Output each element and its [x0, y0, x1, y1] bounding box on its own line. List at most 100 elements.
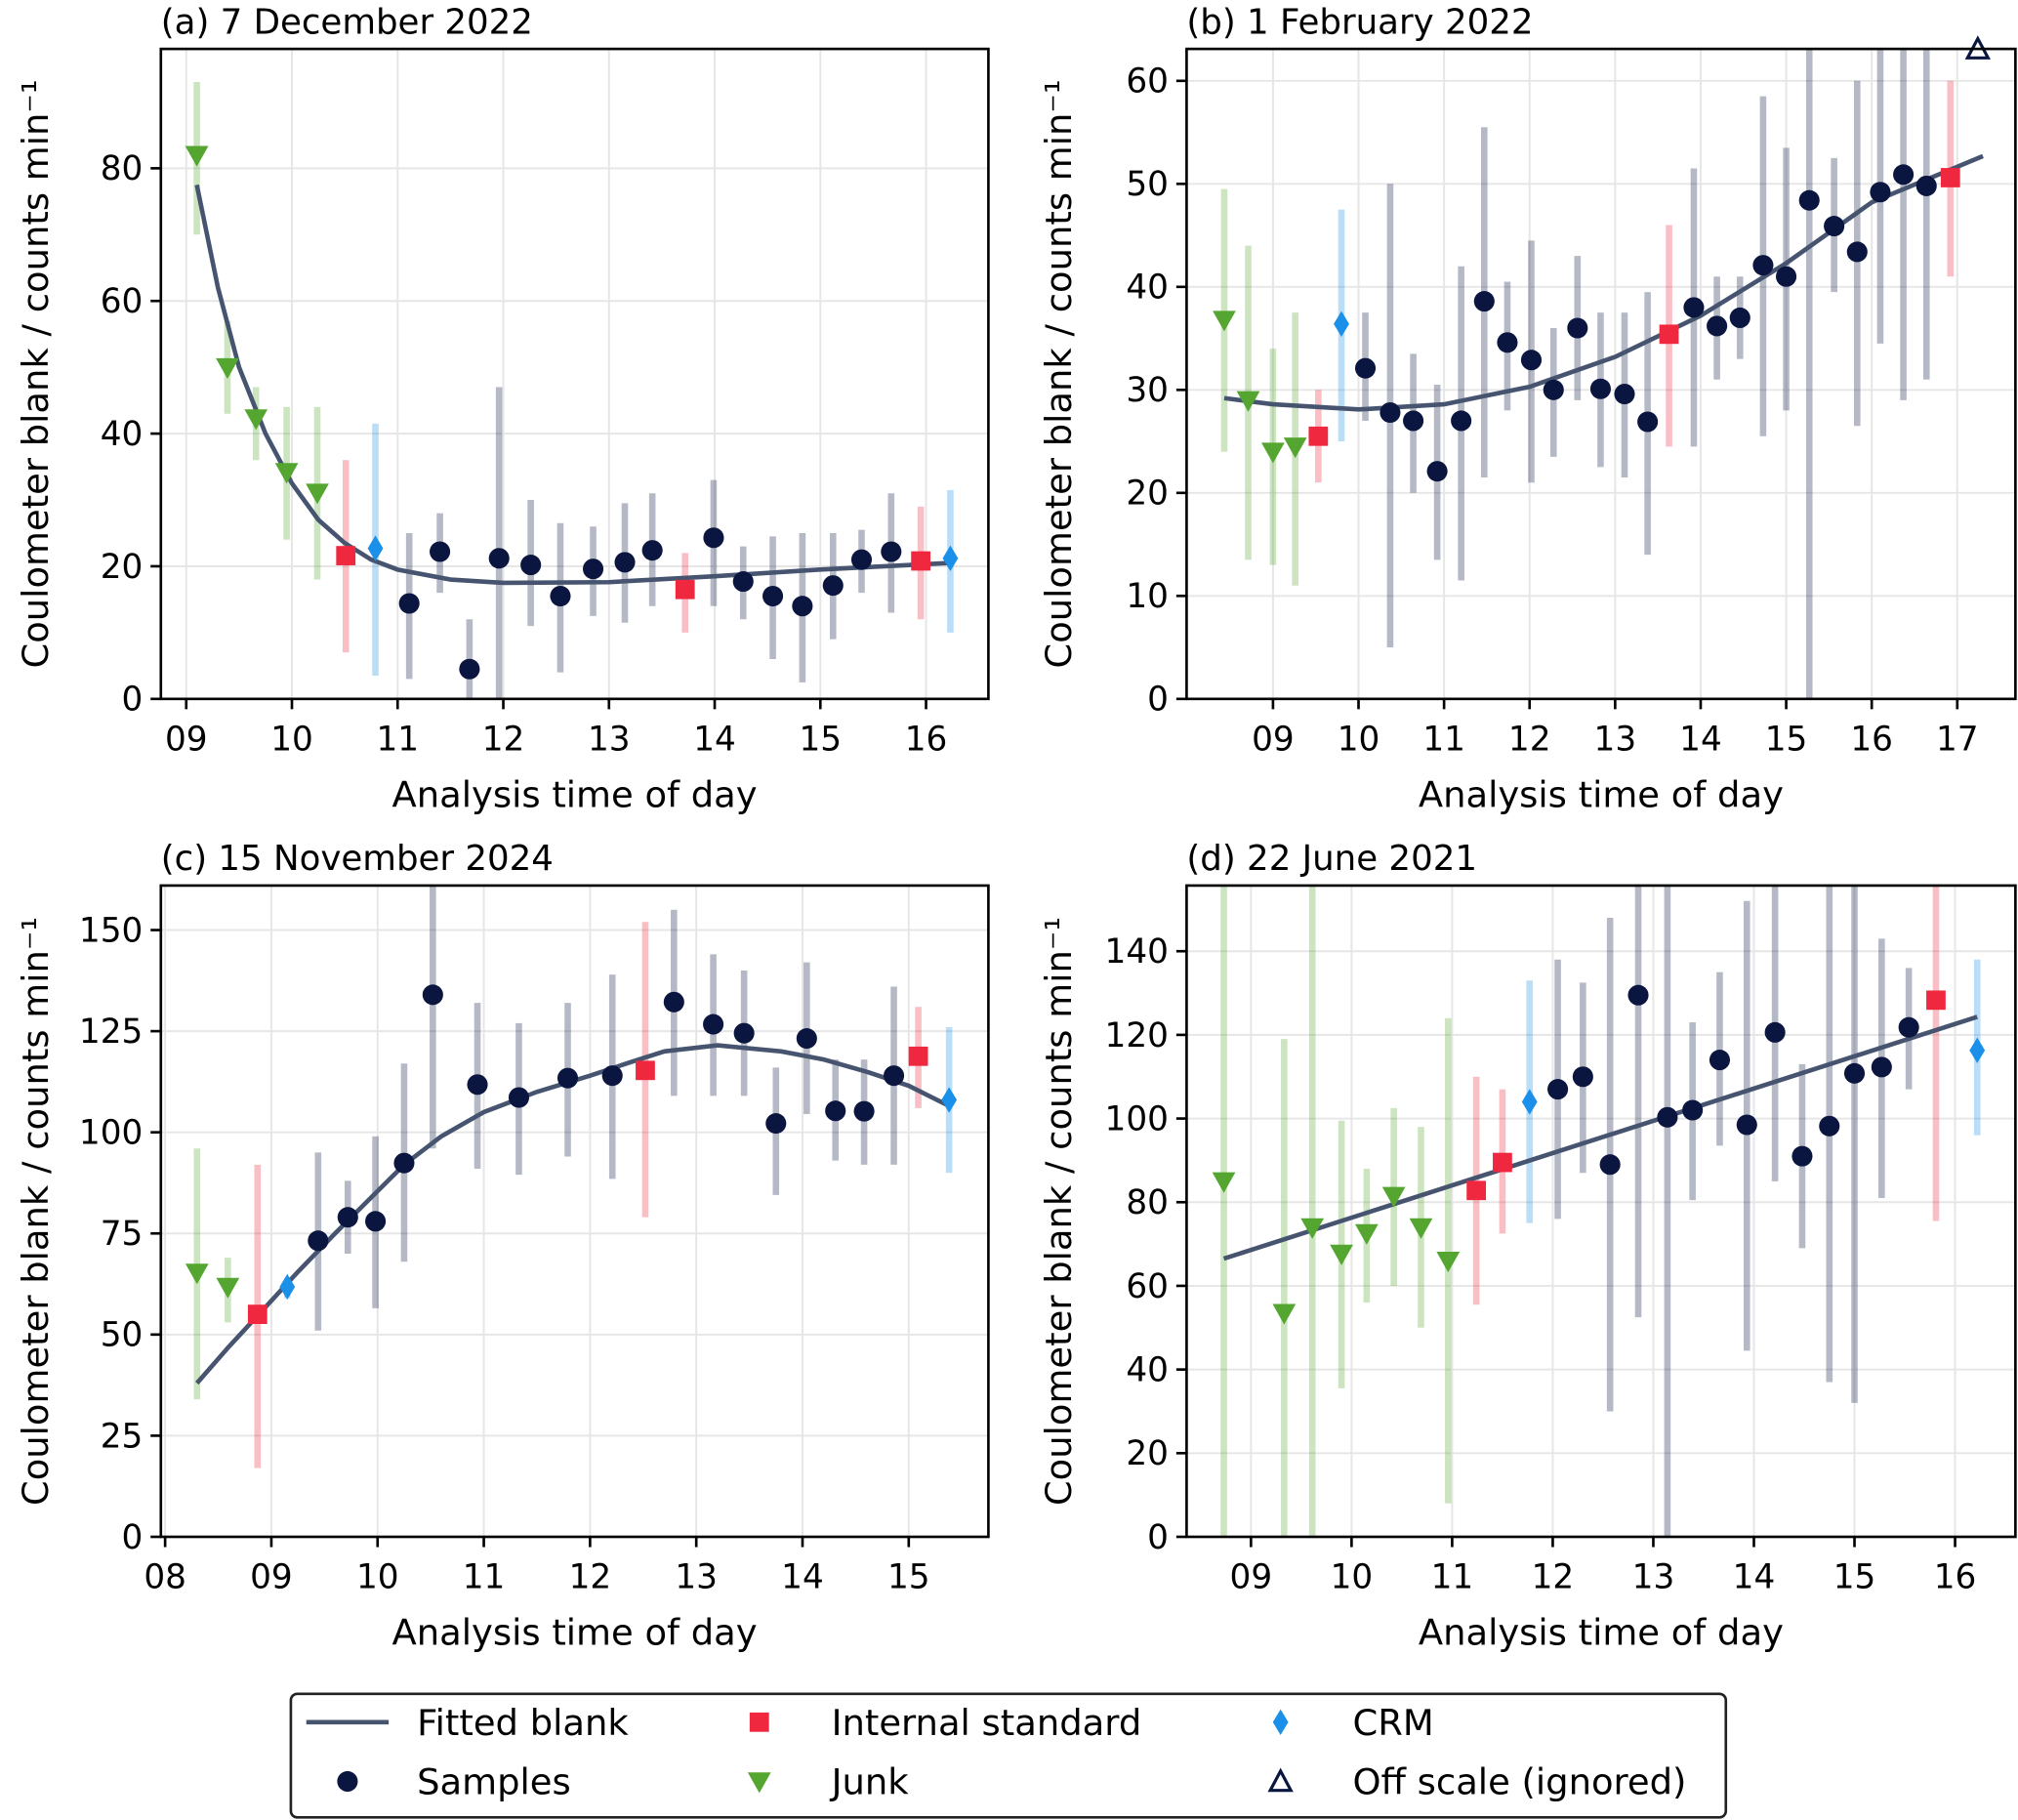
- x-tick-label: 09: [165, 721, 208, 760]
- y-tick-label: 40: [101, 415, 144, 454]
- sample-point: [1567, 317, 1588, 339]
- sample-point: [393, 1152, 415, 1174]
- junk-point: [1330, 1244, 1353, 1265]
- legend-item-junk: Junk: [747, 1761, 910, 1803]
- x-tick-label: 13: [1632, 1558, 1675, 1597]
- x-tick-label: 16: [1934, 1558, 1977, 1597]
- sample-point: [762, 585, 784, 607]
- legend-item-internal-standard: Internal standard: [749, 1702, 1141, 1744]
- x-tick-label: 10: [270, 721, 313, 760]
- junk-point: [274, 463, 299, 484]
- x-tick-label: 15: [799, 721, 842, 760]
- sample-point: [1637, 411, 1659, 433]
- y-tick-label: 75: [101, 1215, 144, 1254]
- x-tick-label: 10: [356, 1558, 399, 1597]
- x-axis-label: Analysis time of day: [1419, 1612, 1784, 1654]
- sample-point: [1736, 1114, 1757, 1136]
- sample-point: [1451, 410, 1472, 432]
- x-tick-label: 09: [1230, 1558, 1273, 1597]
- sample-point: [1683, 297, 1705, 318]
- junk-point: [1409, 1218, 1433, 1239]
- internal-standard-point: [911, 551, 931, 571]
- internal-standard-point: [1466, 1180, 1487, 1201]
- sample-point: [884, 1065, 905, 1087]
- x-tick-label: 10: [1331, 1558, 1374, 1597]
- y-tick-label: 60: [1126, 1267, 1169, 1306]
- y-tick-label: 60: [101, 282, 144, 321]
- y-tick-label: 0: [122, 681, 144, 720]
- y-tick-label: 100: [79, 1114, 143, 1153]
- sample-point: [1707, 315, 1728, 337]
- fitted-blank-line: [194, 184, 951, 586]
- sample-point: [398, 593, 420, 614]
- junk-point: [216, 357, 239, 380]
- y-tick-label: 30: [1126, 371, 1169, 410]
- x-tick-label: 16: [1850, 721, 1893, 760]
- sample-point: [1380, 401, 1401, 424]
- sample-point: [733, 1022, 755, 1044]
- sample-point: [365, 1211, 387, 1232]
- sample-point: [641, 540, 663, 561]
- sample-point: [792, 596, 813, 617]
- sample-point: [703, 527, 724, 549]
- y-tick-label: 125: [79, 1013, 143, 1052]
- y-tick-label: 25: [101, 1417, 144, 1456]
- sample-point: [556, 1067, 579, 1089]
- x-axis-label: Analysis time of day: [1419, 774, 1784, 816]
- internal-standard-point: [247, 1304, 268, 1325]
- junk-point: [1272, 1303, 1297, 1325]
- internal-standard-point: [1659, 324, 1679, 345]
- sample-point: [1893, 164, 1915, 186]
- junk-point: [1236, 391, 1260, 412]
- y-tick-label: 80: [101, 149, 144, 188]
- y-tick-label: 40: [1126, 1350, 1169, 1389]
- x-tick-label: 14: [693, 721, 736, 760]
- legend-label: Off scale (ignored): [1352, 1761, 1686, 1803]
- panel-title: (c) 15 November 2024: [161, 839, 554, 879]
- y-tick-label: 40: [1126, 269, 1169, 308]
- crm-point: [1334, 310, 1349, 337]
- panel-title: (d) 22 June 2021: [1186, 839, 1477, 879]
- axes-frame: [159, 47, 990, 701]
- x-tick-label: 17: [1936, 721, 1979, 760]
- sample-point: [1354, 357, 1377, 379]
- sample-point: [1599, 1154, 1621, 1176]
- sample-point: [1776, 266, 1797, 287]
- sample-point: [796, 1028, 817, 1050]
- y-tick-label: 20: [101, 548, 144, 587]
- legend: Fitted blank Samples Internal standard Junk…: [289, 1692, 1728, 1819]
- junk-point: [1300, 1218, 1325, 1239]
- legend-triangle-up-open-icon: [1267, 1767, 1294, 1793]
- sample-point: [337, 1207, 358, 1228]
- x-tick-label: 12: [482, 721, 525, 760]
- sample-point: [1752, 255, 1774, 276]
- junk-point: [1213, 310, 1236, 332]
- sample-point: [1657, 1106, 1678, 1128]
- internal-standard-point: [675, 579, 695, 600]
- legend-label: Junk: [830, 1761, 910, 1803]
- axes-frame: [159, 884, 990, 1539]
- panel-b: 09 10 11 12 13 14 15 16 17 0 10 20 30 40 50 60 (b) 1 Feb…: [1038, 2, 2017, 816]
- internal-standard-point: [336, 546, 356, 565]
- y-tick-label: 0: [122, 1518, 144, 1557]
- sample-point: [488, 548, 510, 569]
- sample-point: [1547, 1079, 1569, 1100]
- junk-point: [1261, 442, 1285, 464]
- axes-frame: [1185, 47, 2017, 701]
- crm-point: [1969, 1037, 1986, 1063]
- x-tick-label: 12: [1532, 1558, 1575, 1597]
- internal-standard-point: [1926, 990, 1946, 1011]
- panel-a: 09 10 11 12 13 14 15 16 0 20 40 60 80 (a) 7 December …: [15, 2, 990, 816]
- x-tick-label: 14: [781, 1558, 824, 1597]
- x-tick-label: 08: [144, 1558, 186, 1597]
- legend-diamond-icon: [1272, 1709, 1289, 1735]
- legend-square-icon: [749, 1712, 769, 1732]
- sample-point: [467, 1074, 488, 1096]
- x-tick-label: 12: [1508, 721, 1551, 760]
- sample-point: [853, 1100, 875, 1122]
- internal-standard-point: [1308, 426, 1329, 446]
- y-axis-label: Coulometer blank / counts min⁻¹: [1038, 79, 1080, 668]
- plot-area: [1212, 885, 1986, 1537]
- sample-point: [1871, 1056, 1892, 1078]
